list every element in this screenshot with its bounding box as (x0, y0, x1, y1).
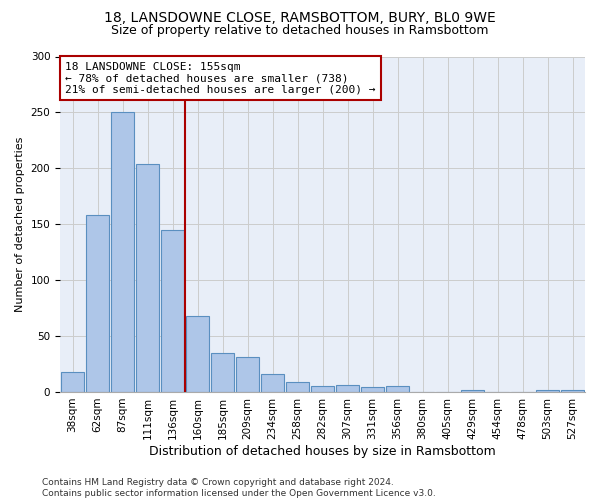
Text: Size of property relative to detached houses in Ramsbottom: Size of property relative to detached ho… (111, 24, 489, 37)
Bar (111, 112, 134, 392)
Bar (61, 372, 84, 392)
Bar (286, 382, 309, 392)
Bar (261, 374, 284, 392)
Bar (361, 388, 384, 392)
Bar (336, 385, 359, 392)
Bar (136, 164, 159, 392)
Y-axis label: Number of detached properties: Number of detached properties (15, 136, 25, 312)
Bar (161, 230, 184, 392)
Bar (311, 386, 334, 392)
Bar (561, 390, 584, 392)
X-axis label: Distribution of detached houses by size in Ramsbottom: Distribution of detached houses by size … (149, 444, 496, 458)
Text: 18 LANSDOWNE CLOSE: 155sqm
← 78% of detached houses are smaller (738)
21% of sem: 18 LANSDOWNE CLOSE: 155sqm ← 78% of deta… (65, 62, 376, 94)
Bar (536, 390, 559, 392)
Bar (186, 316, 209, 392)
Bar (211, 353, 234, 392)
Bar (461, 390, 484, 392)
Text: 18, LANSDOWNE CLOSE, RAMSBOTTOM, BURY, BL0 9WE: 18, LANSDOWNE CLOSE, RAMSBOTTOM, BURY, B… (104, 11, 496, 25)
Bar (86, 216, 109, 392)
Bar (236, 358, 259, 392)
Text: Contains HM Land Registry data © Crown copyright and database right 2024.
Contai: Contains HM Land Registry data © Crown c… (42, 478, 436, 498)
Bar (386, 386, 409, 392)
